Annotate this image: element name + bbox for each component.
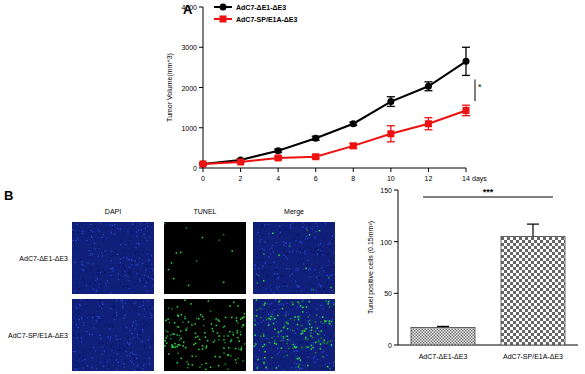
y-tick: [394, 345, 398, 346]
microscopy-image: [253, 222, 335, 294]
microscopy-image: [72, 222, 154, 294]
y-tick-label: 0: [193, 165, 197, 172]
x-tick-label: 2: [239, 175, 243, 182]
y-tick-label: 3000: [181, 44, 197, 51]
y-tick: [199, 47, 203, 48]
error-bar: [387, 126, 395, 142]
y-tick: [199, 87, 203, 88]
bar: [501, 237, 565, 346]
x-axis-label: days: [472, 175, 487, 183]
legend-label: AdC7-ΔE1-ΔE3: [236, 4, 286, 11]
x-tick: [278, 168, 279, 172]
microscopy-image: [164, 299, 246, 371]
legend-label: AdC7-SP/E1A-ΔE3: [236, 16, 298, 23]
column-header: DAPI: [105, 208, 121, 215]
significance-line: [475, 79, 476, 101]
y-tick: [199, 127, 203, 128]
plot-area: [411, 224, 565, 345]
x-tick-label: AdC7-ΔE1-ΔE3: [419, 353, 468, 360]
microscopy-image: [164, 222, 246, 294]
y-tick: [199, 7, 203, 8]
microscopy-image: [72, 299, 154, 371]
significance-label: ***: [483, 187, 494, 197]
y-tick-label: 150: [380, 187, 392, 194]
column-header: TUNEL: [194, 208, 217, 215]
series-line: [203, 61, 466, 164]
error-bar: [527, 224, 539, 236]
y-tick-label: 50: [384, 290, 392, 297]
error-bar: [424, 118, 432, 130]
marker: [275, 154, 282, 161]
marker: [425, 83, 432, 90]
y-axis: [398, 190, 399, 345]
x-tick-label: AdC7-SP/E1A-ΔE3: [503, 353, 563, 360]
marker: [350, 142, 357, 149]
x-axis: [203, 168, 466, 169]
x-tick: [428, 168, 429, 172]
marker: [350, 120, 357, 127]
panel-label: B: [4, 188, 13, 203]
row-label: AdC7-SP/E1A-ΔE3: [8, 332, 68, 339]
y-tick-label: 4000: [181, 4, 197, 11]
microscopy-image: [253, 299, 335, 371]
marker: [463, 107, 470, 114]
x-tick: [353, 168, 354, 172]
x-tick: [390, 168, 391, 172]
marker: [312, 153, 319, 160]
marker: [200, 160, 207, 167]
bar: [411, 327, 475, 345]
marker: [387, 130, 394, 137]
y-tick-label: 1000: [181, 125, 197, 132]
error-bar: [462, 47, 470, 75]
x-tick-label: 10: [387, 175, 395, 182]
x-tick-label: 8: [351, 175, 355, 182]
y-tick-label: 0: [388, 342, 392, 349]
x-tick: [240, 168, 241, 172]
marker: [312, 135, 319, 142]
y-tick: [394, 293, 398, 294]
legend-marker: [220, 4, 227, 11]
x-tick-label: 6: [314, 175, 318, 182]
marker: [425, 120, 432, 127]
x-tick-label: 14: [462, 175, 470, 182]
marker: [200, 160, 207, 167]
figure: A0100020003000400002468101214daysTumor V…: [0, 0, 585, 374]
column-header: Merge: [284, 208, 304, 216]
plot-area: [199, 47, 470, 167]
series-line: [203, 110, 466, 164]
legend-marker: [220, 16, 227, 23]
error-bar: [462, 105, 470, 115]
y-tick: [394, 241, 398, 242]
y-tick-label: 100: [380, 239, 392, 246]
x-tick: [466, 168, 467, 172]
y-tick: [199, 168, 203, 169]
significance-label: *: [478, 82, 482, 92]
marker: [387, 98, 394, 105]
error-bar: [437, 326, 449, 327]
y-tick-label: 2000: [181, 85, 197, 92]
row-label: AdC7-ΔE1-ΔE3: [19, 255, 68, 262]
marker: [275, 147, 282, 154]
x-tick-label: 4: [276, 175, 280, 182]
x-tick-label: 12: [425, 175, 433, 182]
x-tick-label: 0: [201, 175, 205, 182]
error-bar: [387, 97, 395, 107]
x-tick: [315, 168, 316, 172]
marker: [463, 58, 470, 65]
x-tick: [203, 168, 204, 172]
y-tick: [394, 190, 398, 191]
error-bar: [424, 82, 432, 91]
marker: [237, 158, 244, 165]
y-axis-label: Tunel positive cells (0.15mm²): [367, 221, 375, 314]
y-axis-label: Tumor Volume(mm^3): [166, 53, 174, 122]
